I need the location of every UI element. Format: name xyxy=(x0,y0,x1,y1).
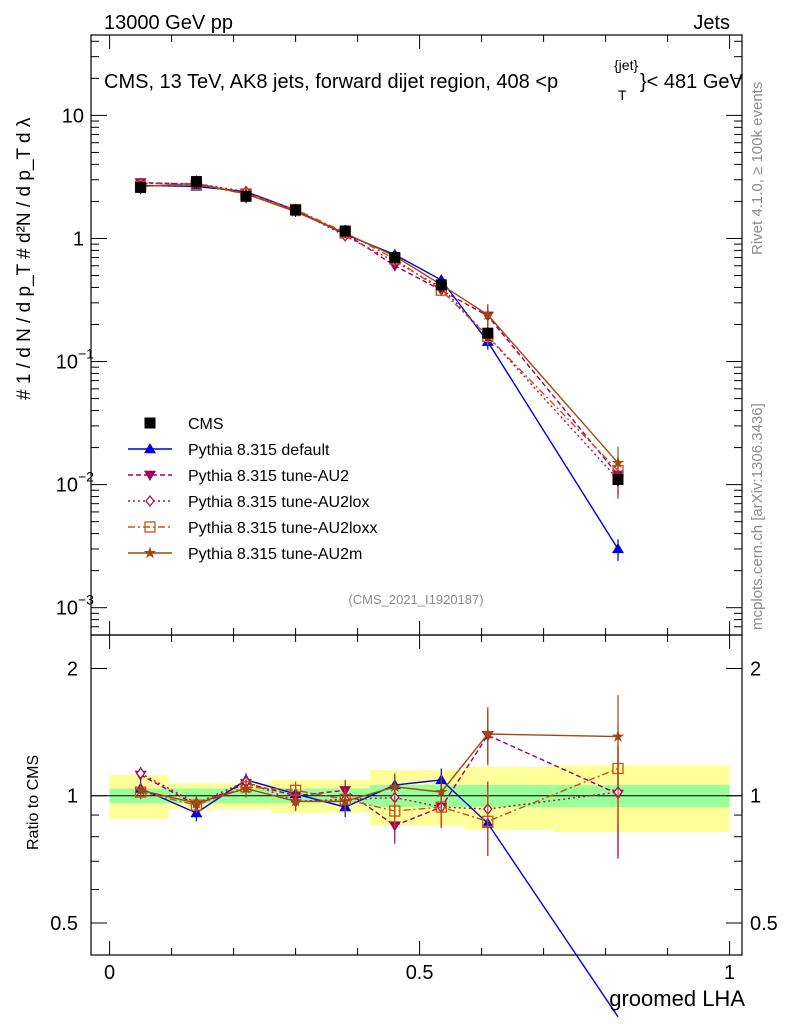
x-axis-label: groomed LHA xyxy=(609,986,745,1011)
ratio-point-au2m xyxy=(190,796,203,809)
cms-point xyxy=(339,225,351,237)
plot-title: CMS, 13 TeV, AK8 jets, forward dijet reg… xyxy=(104,57,744,103)
series-point-au2m xyxy=(611,456,625,469)
header-left: 13000 GeV pp xyxy=(104,12,233,34)
cms-point xyxy=(482,327,494,339)
ratio-tick-label-right: 0.5 xyxy=(750,913,778,935)
header-right: Jets xyxy=(693,12,730,34)
x-tick-label: 0.5 xyxy=(406,962,434,984)
legend-marker-au2loxx xyxy=(144,521,156,533)
series-point-default xyxy=(612,542,624,554)
y-tick-label: 10 xyxy=(62,105,84,127)
ratio-point-au2m xyxy=(239,782,253,794)
plot-title-sup: {jet} xyxy=(614,57,638,73)
y-tick-exponent: −2 xyxy=(78,469,94,485)
legend-label-au2m: Pythia 8.315 tune-AU2m xyxy=(188,546,362,563)
ratio-series xyxy=(134,695,625,1018)
ratio-point-au2lox xyxy=(135,767,146,780)
ratio-tick-label: 0.5 xyxy=(50,913,78,935)
ratio-tick-label: 1 xyxy=(67,786,78,808)
analysis-watermark: (CMS_2021_I1920187) xyxy=(348,592,483,607)
ratio-tick-label: 2 xyxy=(67,658,78,680)
ratio-point-au2m xyxy=(134,783,147,796)
legend-marker-au2lox xyxy=(145,494,155,508)
legend-label-au2loxx: Pythia 8.315 tune-AU2loxx xyxy=(188,520,377,537)
cms-point xyxy=(290,204,302,216)
x-tick-label: 1 xyxy=(724,962,735,984)
ratio-y-label: Ratio to CMS xyxy=(25,755,42,850)
ratio-point-au2loxx xyxy=(482,815,494,827)
legend: CMS Pythia 8.315 default Pythia 8.315 tune… xyxy=(128,416,377,563)
legend-label-au2lox: Pythia 8.315 tune-AU2lox xyxy=(188,494,369,511)
y-tick-label: 1 xyxy=(73,228,84,250)
plot-title-sub: T xyxy=(618,87,627,103)
x-tick-label: 0 xyxy=(104,962,115,984)
plot-title-main: CMS, 13 TeV, AK8 jets, forward dijet reg… xyxy=(104,71,558,93)
ratio-point-au2m xyxy=(289,794,302,807)
y-tick-label: 10 xyxy=(56,352,78,374)
legend-marker-au2 xyxy=(144,470,156,481)
legend-label-default: Pythia 8.315 default xyxy=(188,442,330,459)
ratio-point-au2m xyxy=(388,780,401,792)
cms-point xyxy=(135,181,147,193)
series-point-au2m xyxy=(481,308,494,320)
legend-marker-cms xyxy=(144,417,156,429)
plot-title-end: }< 481 GeV xyxy=(640,71,744,93)
legend-marker-au2m xyxy=(143,546,157,559)
y-axis-label: # 1 / d N / d p_T # d²N / d p_T d λ xyxy=(14,117,35,400)
legend-label-au2: Pythia 8.315 tune-AU2 xyxy=(188,468,349,485)
ratio-point-au2m xyxy=(339,794,352,807)
legend-marker-default xyxy=(144,443,156,454)
legend-label-cms: CMS xyxy=(188,416,224,433)
cms-point xyxy=(435,279,447,291)
cms-point xyxy=(612,474,624,486)
main-series xyxy=(134,175,625,561)
y-tick-label: 10 xyxy=(56,475,78,497)
ratio-point-au2m xyxy=(435,785,448,798)
ratio-point-au2m xyxy=(611,730,625,742)
ratio-frame xyxy=(90,634,743,956)
ratio-point-au2m xyxy=(481,727,494,740)
cms-point xyxy=(240,190,252,202)
y-tick-label: 10 xyxy=(56,598,78,620)
ratio-tick-label-right: 1 xyxy=(750,786,761,808)
cms-point xyxy=(389,252,401,264)
cms-point xyxy=(190,176,202,188)
rivet-label: Rivet 4.1.0, ≥ 100k events xyxy=(749,82,766,255)
ratio-tick-label-right: 2 xyxy=(750,658,761,680)
mcplots-label: mcplots.cern.ch [arXiv:1306.3436] xyxy=(749,403,766,630)
y-tick-exponent: −1 xyxy=(78,346,94,362)
y-tick-exponent: −3 xyxy=(78,592,94,608)
ratio-point-au2loxx xyxy=(389,805,401,817)
